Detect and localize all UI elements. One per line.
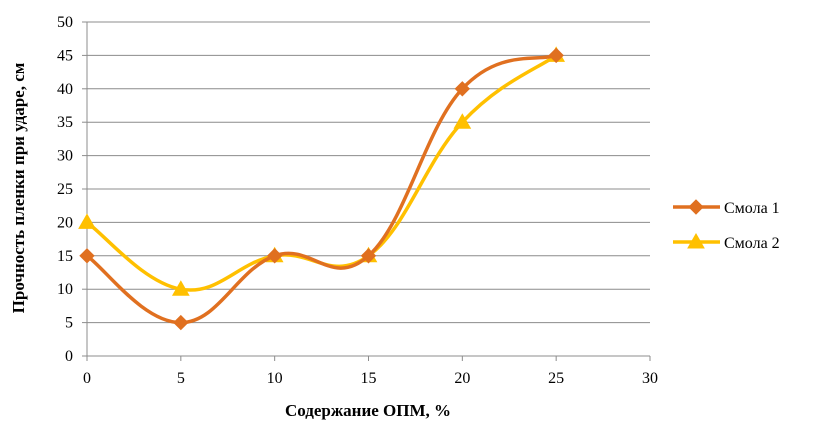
y-tick-label: 0 (65, 348, 73, 365)
series-1 (79, 47, 564, 331)
x-tick-label: 25 (548, 370, 564, 387)
data-point (266, 248, 283, 264)
x-tick-label: 15 (361, 370, 377, 387)
series-line (85, 53, 558, 292)
legend-marker (687, 232, 705, 249)
y-tick-label: 20 (57, 214, 73, 231)
y-tick-label: 45 (57, 47, 73, 64)
data-point (360, 248, 377, 264)
y-tick-label: 50 (57, 14, 73, 31)
tick-labels: 0 5 10 15 20 25 30 35 40 45 50 0 5 10 15 20 25 30 (57, 14, 658, 387)
x-tick-label: 5 (177, 370, 185, 387)
data-point (173, 314, 189, 331)
series-group (78, 46, 566, 331)
legend-item-1: Смола 1 (673, 199, 780, 217)
x-tick-label: 0 (83, 370, 91, 387)
x-axis-title: Содержание ОПМ, % (285, 401, 451, 420)
x-tick-label: 20 (454, 370, 470, 387)
legend-label: Смола 2 (724, 235, 780, 252)
x-tick-label: 30 (642, 370, 658, 387)
data-point (78, 213, 96, 229)
legend: Смола 1 Смола 2 (673, 199, 780, 252)
legend-item-2: Смола 2 (673, 232, 780, 252)
grid-lines (87, 21, 650, 324)
data-point (548, 47, 564, 64)
y-tick-label: 35 (57, 114, 73, 131)
data-point (79, 248, 95, 264)
y-tick-label: 30 (57, 148, 73, 165)
y-tick-label: 10 (57, 281, 73, 298)
legend-label: Смола 1 (724, 200, 780, 217)
series-2 (78, 46, 566, 296)
y-axis-title: Прочность пленки при ударе, см (9, 62, 28, 313)
legend-marker (688, 199, 704, 215)
axes (82, 21, 651, 361)
x-tick-label: 10 (267, 370, 283, 387)
data-point (171, 280, 190, 296)
y-tick-label: 25 (57, 181, 73, 198)
data-point (454, 81, 471, 97)
y-tick-label: 40 (57, 81, 73, 98)
y-tick-label: 15 (57, 248, 73, 265)
data-point (453, 113, 472, 129)
y-tick-label: 5 (65, 315, 73, 332)
